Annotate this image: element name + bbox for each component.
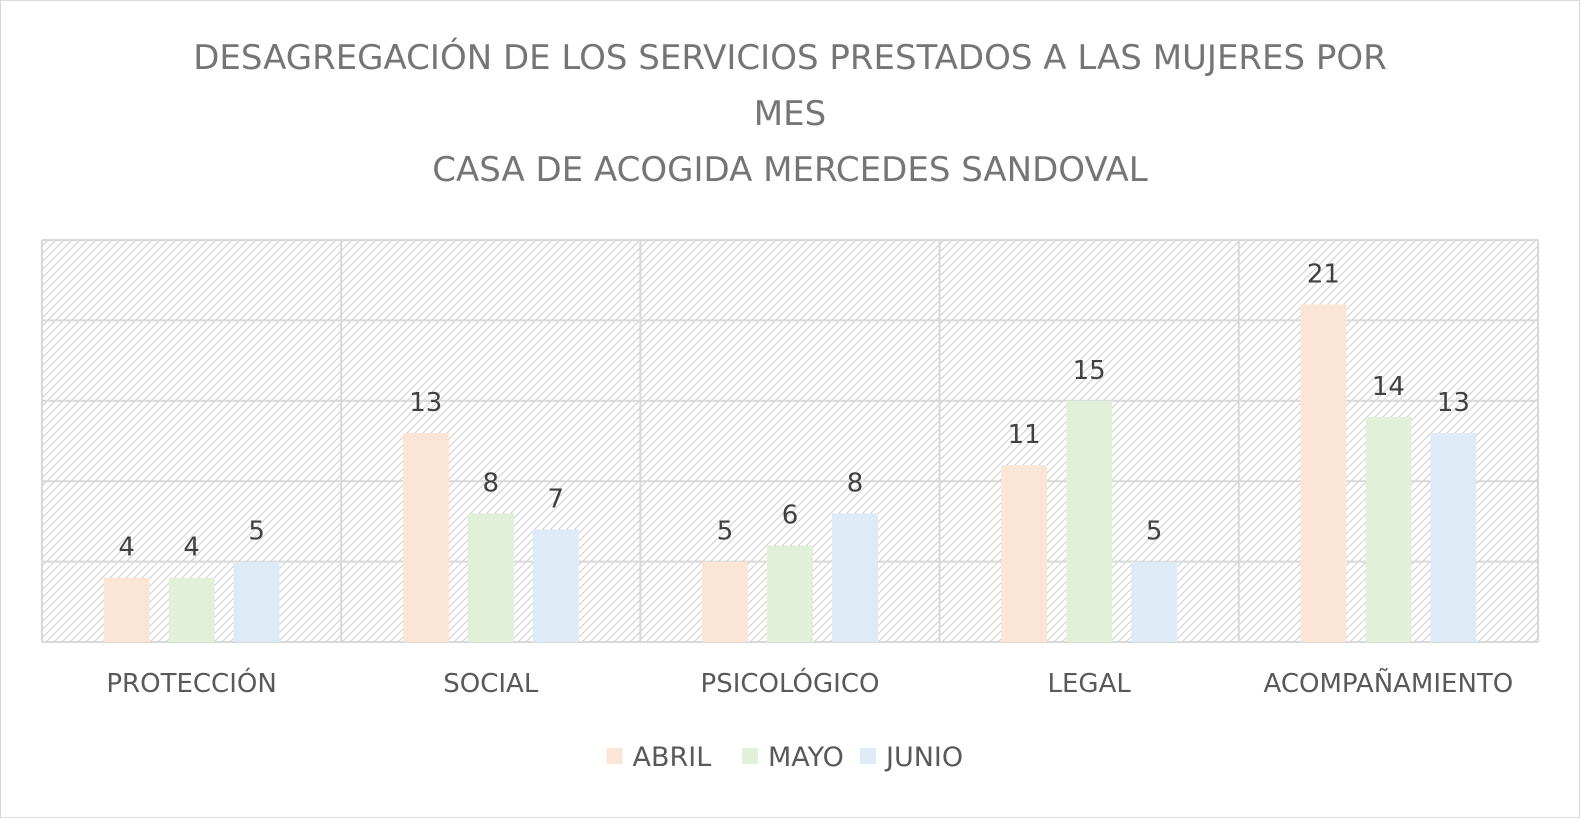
category-tick-label: LEGAL [1048,669,1132,699]
bar-abril-3 [702,561,748,642]
data-label: 8 [483,468,500,498]
bar-junio-3 [832,513,878,642]
chart-title: DESAGREGACIÓN DE LOS SERVICIOS PRESTADOS… [0,30,1580,198]
data-label: 13 [409,388,442,418]
bar-abril-4 [1001,465,1048,642]
category-tick-label: ACOMPAÑAMIENTO [1264,667,1514,699]
legend: ABRIL MAYO JUNIO [606,742,963,773]
data-labels: 4 4 5 13 8 7 5 6 8 11 15 5 21 14 13 [118,259,1470,562]
category-tick-label: PSICOLÓGICO [701,667,880,699]
gridlines [41,239,1539,643]
bar-junio-4 [1131,561,1178,642]
legend-label-abril: ABRIL [633,742,712,773]
title-line-3: CASA DE ACOGIDA MERCEDES SANDOVAL [432,150,1148,190]
data-label: 5 [1146,517,1163,547]
data-label: 8 [847,468,864,498]
title-line-1: DESAGREGACIÓN DE LOS SERVICIOS PRESTADOS… [193,38,1387,78]
bar-junio-2 [532,529,579,642]
data-label: 4 [118,533,135,563]
data-label: 5 [248,517,265,547]
data-label: 21 [1307,259,1340,289]
bar-mayo-1 [168,577,215,642]
data-label: 4 [183,533,200,563]
bar-abril-1 [103,577,150,642]
data-label: 14 [1372,372,1405,402]
data-label: 6 [782,501,799,531]
bar-junio-5 [1430,432,1477,642]
legend-label-mayo: MAYO [768,742,844,773]
data-label: 13 [1437,388,1470,418]
data-label: 5 [717,517,734,547]
bar-mayo-3 [767,545,813,642]
title-line-2: MES [753,94,827,134]
bar-mayo-5 [1365,416,1412,642]
data-label: 11 [1008,420,1041,450]
bar-junio-1 [233,561,280,642]
bar-mayo-4 [1066,400,1113,642]
category-axis: PROTECCIÓN SOCIAL PSICOLÓGICO LEGAL ACOMPAÑA… [106,667,1513,699]
legend-label-junio: JUNIO [884,742,963,773]
category-tick-label: SOCIAL [443,669,539,699]
bar-abril-2 [402,432,449,642]
bars [103,304,1477,642]
legend-swatch-junio [860,748,876,764]
legend-swatch-mayo [742,748,758,764]
legend-swatch-abril [606,748,623,764]
category-tick-label: PROTECCIÓN [106,667,276,699]
data-label: 7 [548,484,565,514]
bar-abril-5 [1300,304,1347,642]
data-label: 15 [1073,356,1106,386]
bar-mayo-2 [467,513,514,642]
